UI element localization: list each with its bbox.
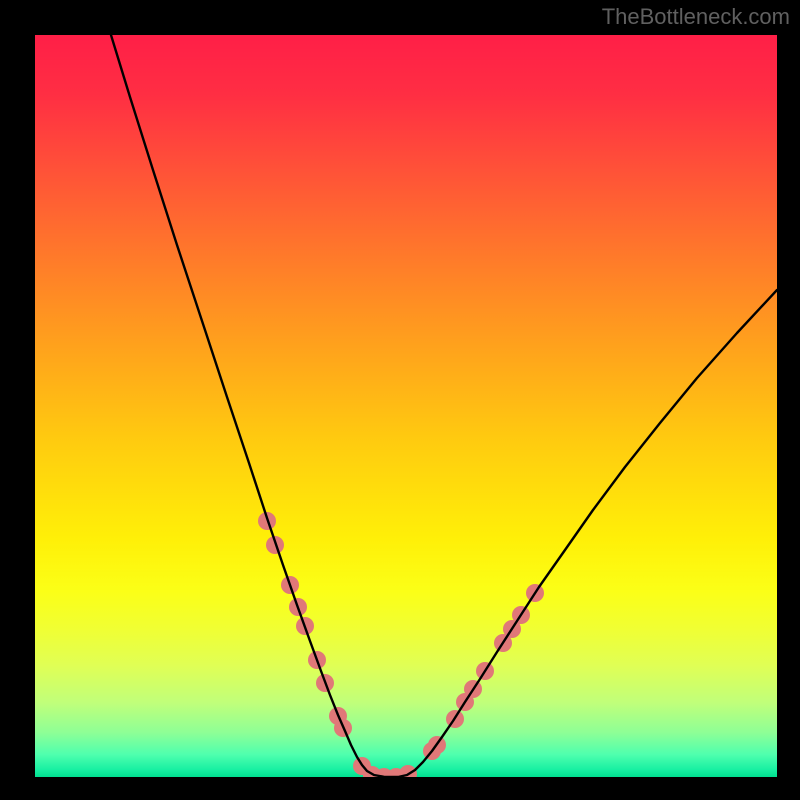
chart-svg xyxy=(0,0,800,800)
chart-root: TheBottleneck.com xyxy=(0,0,800,800)
